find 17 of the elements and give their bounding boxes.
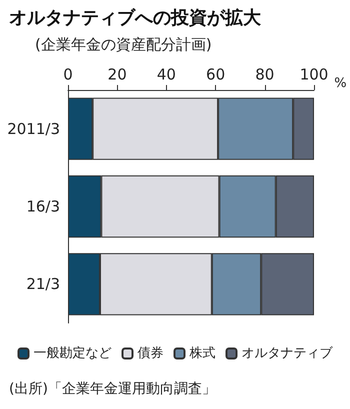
legend-label: 債券	[138, 346, 164, 361]
x-tick-label: 60	[206, 66, 226, 84]
legend-label: 一般勘定など	[34, 346, 112, 361]
y-tick-label: 21/3	[26, 275, 60, 294]
y-tick-label: 2011/3	[7, 120, 60, 138]
x-tick-label: 20	[108, 66, 127, 84]
x-tick-label: 0	[63, 66, 73, 84]
y-tick-label: 16/3	[26, 198, 60, 216]
x-tick-label: 80	[255, 66, 274, 84]
legend-label: 株式	[188, 346, 216, 361]
legend-label: オルタナティブ	[242, 346, 334, 361]
x-tick-label: 100	[300, 66, 328, 84]
x-tick-label: 40	[156, 66, 176, 84]
chart-title: オルタナティブへの投資が拡大	[9, 8, 262, 28]
chart-subtitle: (企業年金の資産配分計画)	[35, 36, 212, 54]
text: (出所)「企業年金運用動向調査」	[9, 381, 216, 397]
x-axis-title: %	[334, 76, 347, 91]
